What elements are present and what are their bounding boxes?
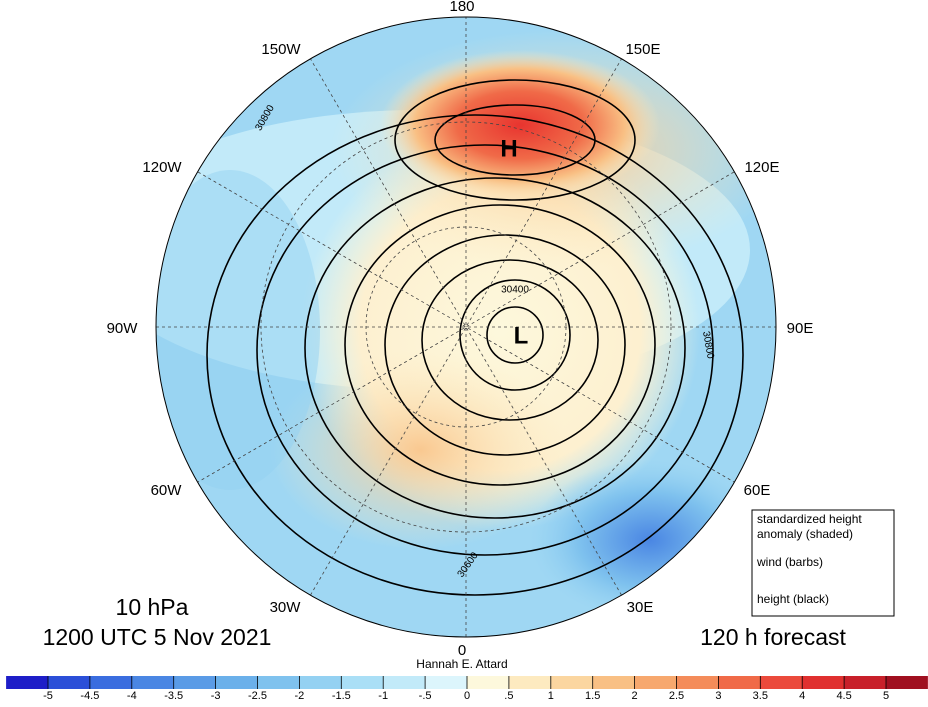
longitude-label: 180 [449, 0, 474, 15]
legend-text: anomaly (shaded) [757, 527, 853, 541]
colorbar-tick-label: 1 [548, 690, 554, 702]
colorbar-segment [676, 676, 719, 689]
longitude-label: 0 [458, 642, 466, 659]
colorbar-tick-label: -.5 [419, 690, 432, 702]
legend-text: wind (barbs) [756, 555, 823, 569]
colorbar-tick-label: -2.5 [248, 690, 267, 702]
colorbar-tick-label: -4.5 [80, 690, 99, 702]
colorbar-tick-label: 4.5 [836, 690, 851, 702]
colorbar-tick-label: 1.5 [585, 690, 600, 702]
colorbar-segment [802, 676, 845, 689]
longitude-label: 120E [744, 159, 779, 176]
longitude-label: 150W [261, 41, 301, 58]
valid-time: 1200 UTC 5 Nov 2021 [43, 624, 272, 650]
colorbar-segment [508, 676, 551, 689]
colorbar-tick-label: -5 [43, 690, 53, 702]
contour-label: 30400 [501, 285, 529, 296]
colorbar-tick-label: 5 [883, 690, 889, 702]
colorbar-segment [173, 676, 216, 689]
colorbar-segment [48, 676, 90, 689]
longitude-label: 120W [142, 159, 182, 176]
colorbar-segment [550, 676, 593, 689]
colorbar-segment [886, 676, 928, 689]
colorbar-segment [299, 676, 342, 689]
high-center: H [500, 135, 517, 162]
map-disc [156, 17, 776, 637]
colorbar-tick-label: -2 [295, 690, 305, 702]
colorbar-segment [844, 676, 886, 689]
colorbar-segment [215, 676, 258, 689]
colorbar-segment [760, 676, 803, 689]
colorbar-segment [592, 676, 635, 689]
colorbar-segment [131, 676, 174, 689]
contour-label: 30800 [700, 330, 716, 360]
colorbar-segment [425, 676, 467, 689]
colorbar-segment [383, 676, 426, 689]
longitude-label: 90E [787, 320, 814, 337]
longitude-label: 60W [151, 482, 183, 499]
colorbar-tick-label: 0 [464, 690, 470, 702]
colorbar-tick-label: 3 [715, 690, 721, 702]
legend-text: standardized height [757, 512, 862, 526]
colorbar-tick-label: 4 [799, 690, 805, 702]
map-border [155, 16, 777, 638]
colorbar-tick-label: -3.5 [164, 690, 183, 702]
longitude-label: 60E [744, 482, 771, 499]
longitude-label: 30E [627, 599, 654, 616]
colorbar-tick-label: -1.5 [332, 690, 351, 702]
level-label: 10 hPa [116, 594, 189, 620]
colorbar-segment [89, 676, 132, 689]
colorbar-segment [341, 676, 384, 689]
colorbar-segment [634, 676, 677, 689]
author: Hannah E. Attard [416, 657, 507, 671]
colorbar-tick-label: -3 [211, 690, 221, 702]
legend-box [751, 509, 895, 617]
colorbar-segment [257, 676, 300, 689]
longitude-label: 150E [625, 41, 660, 58]
low-center: L [514, 322, 529, 349]
colorbar-tick-label: 2 [632, 690, 638, 702]
colorbar-tick-label: 2.5 [669, 690, 684, 702]
longitude-label: 30W [270, 599, 302, 616]
legend-text: height (black) [757, 592, 829, 606]
colorbar-tick-label: -1 [378, 690, 388, 702]
colorbar-segment [467, 676, 509, 689]
colorbar-segment [6, 676, 49, 689]
longitude-label: 90W [107, 320, 139, 337]
colorbar-segment [718, 676, 761, 689]
colorbar-tick-label: -4 [127, 690, 137, 702]
colorbar-tick-label: 3.5 [753, 690, 768, 702]
forecast-label: 120 h forecast [700, 624, 846, 650]
colorbar-tick-label: .5 [504, 690, 513, 702]
